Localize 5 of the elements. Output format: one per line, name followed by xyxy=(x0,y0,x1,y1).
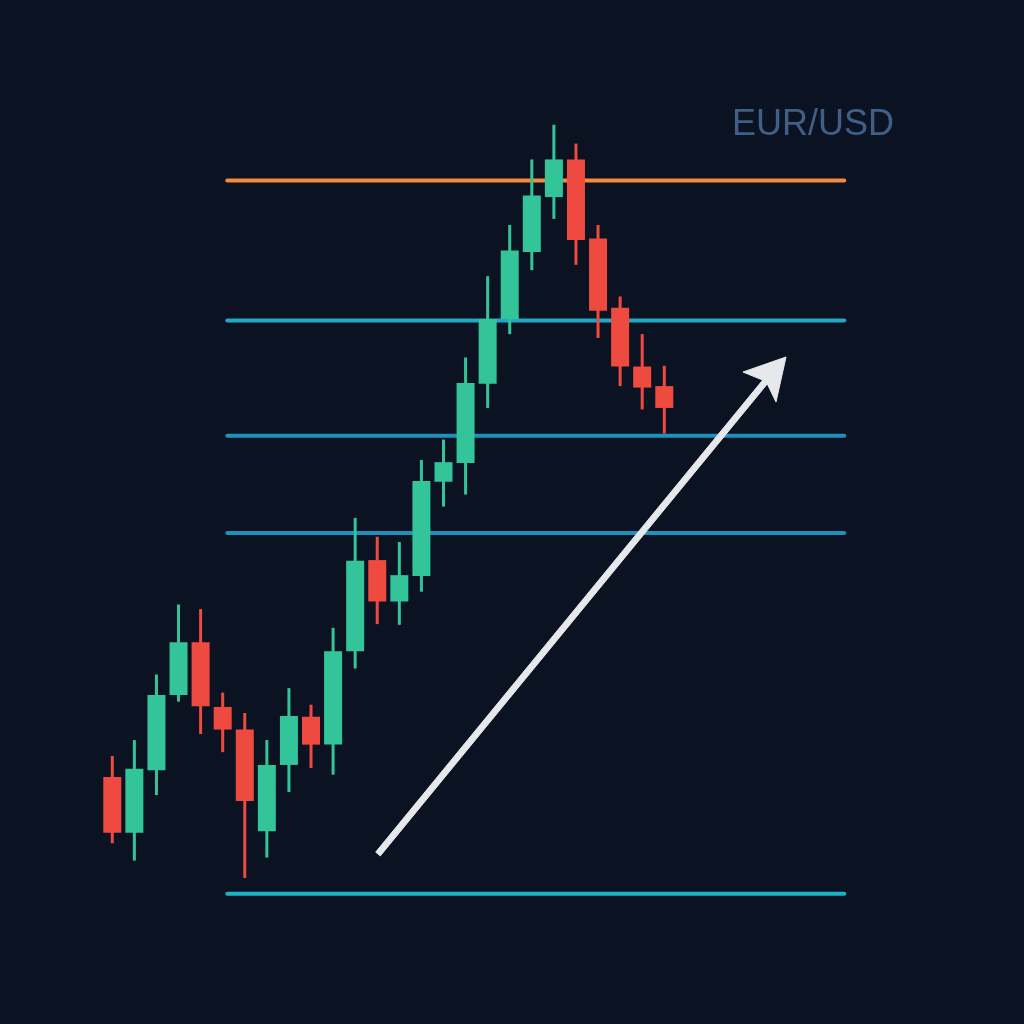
candlestick xyxy=(633,334,652,410)
text: EUR/USD xyxy=(731,102,894,144)
candlestick xyxy=(213,692,232,754)
candlestick xyxy=(434,439,453,507)
candlestick xyxy=(655,364,674,434)
